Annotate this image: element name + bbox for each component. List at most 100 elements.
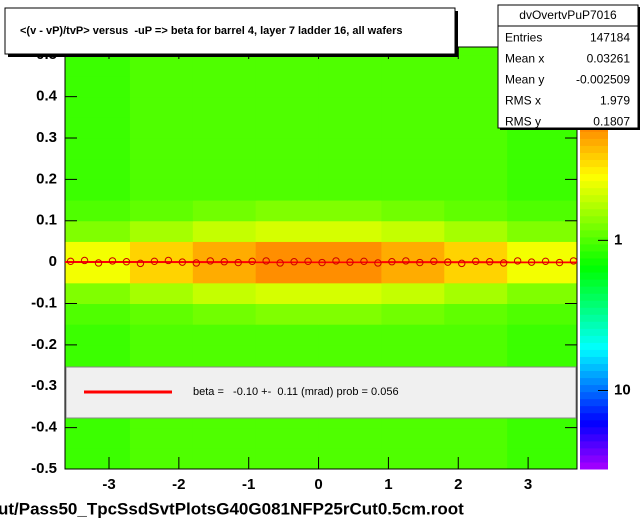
colorbar-step [580, 286, 608, 294]
profile-point [220, 258, 228, 266]
heat-cell [318, 324, 382, 346]
heat-cell [507, 158, 578, 180]
heat-cell [381, 324, 445, 346]
heat-cell [129, 158, 194, 180]
x-tick-label: 2 [454, 476, 462, 493]
heat-cell [444, 96, 508, 118]
heat-cell [444, 262, 508, 284]
profile-point [458, 259, 466, 268]
profile-point [485, 258, 494, 266]
colorbar-step [580, 335, 608, 343]
colorbar-step [580, 138, 608, 146]
heat-cell [129, 344, 194, 367]
heat-cell [129, 55, 194, 77]
y-tick-label: 0.1 [36, 212, 57, 229]
x-tick-label: -1 [242, 476, 255, 493]
heat-cell [507, 344, 578, 367]
heat-cell [65, 200, 131, 222]
colorbar-step [580, 293, 608, 301]
heat-cell [381, 427, 445, 449]
heat-cell [255, 138, 320, 160]
heat-cell [318, 117, 382, 139]
x-tick-label: 0 [314, 476, 322, 493]
y-tick-label: -0.4 [31, 419, 58, 436]
x-tick-label: 3 [524, 476, 532, 493]
colorbar-step [580, 173, 608, 182]
heat-cell [192, 303, 257, 325]
heat-cell [444, 158, 508, 180]
heat-cell [192, 200, 257, 222]
y-tick-label: -0.2 [31, 336, 57, 353]
colorbar-step [580, 391, 608, 400]
profile-point [374, 259, 382, 267]
chart-title: <(v - vP)/tvP> versus -uP => beta for ba… [20, 25, 403, 37]
heat-cell [318, 200, 382, 222]
heat-cell [444, 427, 508, 449]
x-tick-label: -3 [102, 476, 115, 493]
colorbar-step [580, 349, 608, 357]
heat-cell [318, 158, 382, 180]
colorbar-step [580, 166, 608, 175]
profile-point [555, 258, 564, 267]
heat-cell [65, 262, 131, 284]
colorbar-step [580, 208, 608, 217]
heat-cell [318, 344, 382, 367]
profile-point [416, 258, 424, 267]
heat-cell [65, 427, 131, 449]
heat-cell [192, 344, 257, 367]
heat-cell [444, 241, 508, 263]
heat-cell [255, 324, 320, 346]
colorbar-step [580, 342, 608, 350]
colorbar-step [580, 370, 608, 379]
y-tick-label: 0.4 [36, 88, 58, 105]
heat-cell [444, 138, 508, 160]
heat-cell [255, 200, 320, 222]
stats-value: 0.1807 [593, 115, 630, 129]
colorbar-step [580, 236, 608, 245]
heat-cell [444, 117, 508, 139]
profile-point [346, 258, 354, 266]
heat-cell [507, 241, 578, 263]
profile-point [178, 258, 187, 266]
colorbar-step [580, 300, 608, 308]
stats-label: RMS y [505, 115, 541, 129]
profile-point [541, 257, 550, 266]
profile-point [164, 256, 173, 265]
heat-cell [381, 220, 445, 242]
profile-point [499, 259, 508, 267]
heat-cell [65, 282, 131, 305]
heat-cell [318, 282, 382, 305]
heat-cell [318, 138, 382, 160]
heat-cell [65, 344, 131, 367]
colorbar-step [580, 440, 608, 449]
colorbar-step [580, 426, 608, 435]
heat-cell [192, 241, 257, 263]
x-tick-label: 1 [384, 476, 392, 493]
y-tick-label: 0 [49, 253, 57, 270]
colorbar-step [580, 180, 608, 189]
colorbar-step [580, 356, 608, 364]
heat-cell [255, 158, 320, 180]
heat-cell [507, 138, 578, 160]
colorbar-step [580, 321, 608, 329]
stats-value: 0.03261 [587, 52, 631, 66]
heat-cell [129, 282, 194, 305]
profile-point [318, 258, 326, 267]
colorbar-step [580, 398, 608, 407]
colorbar-step [580, 328, 608, 336]
heat-cell [192, 427, 257, 449]
colorbar-step [580, 363, 608, 372]
heat-cell [192, 282, 257, 305]
colorbar-step [580, 187, 608, 196]
heat-cell [318, 220, 382, 242]
heat-cell [507, 427, 578, 449]
heat-cell [381, 75, 445, 98]
heat-cell [318, 303, 382, 325]
y-tick-label: 0.3 [36, 129, 57, 146]
heat-cell [444, 179, 508, 201]
heat-cell [444, 200, 508, 222]
colorbar-step [580, 384, 608, 393]
profile-point [513, 257, 522, 265]
colorbar-step [580, 307, 608, 315]
